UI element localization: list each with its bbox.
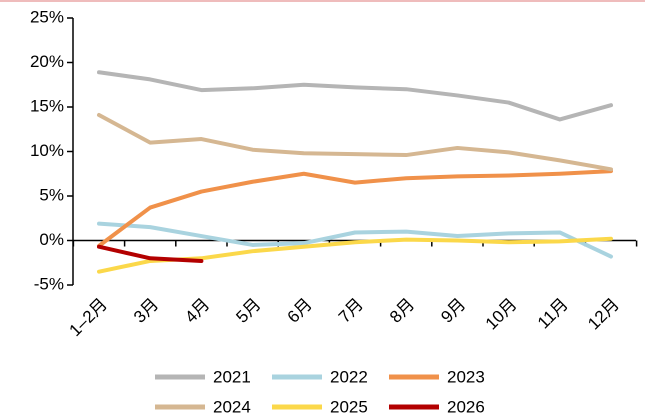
- series-line: [97, 244, 204, 263]
- y-tick-label: 10%: [30, 141, 64, 160]
- legend-label: 2021: [213, 367, 251, 386]
- x-tick-label: 11月: [534, 295, 572, 333]
- legend-label: 2022: [330, 367, 368, 386]
- x-tick-label: 6月: [284, 295, 316, 327]
- y-tick-label: 25%: [30, 7, 64, 26]
- y-tick-label: -5%: [34, 274, 64, 293]
- x-tick-label: 9月: [437, 295, 469, 327]
- series-line: [97, 70, 613, 122]
- y-tick-label: 20%: [30, 52, 64, 71]
- legend-label: 2024: [213, 397, 251, 416]
- x-tick-label: 5月: [232, 295, 264, 327]
- y-tick-label: 15%: [30, 96, 64, 115]
- series-line: [97, 113, 613, 172]
- y-tick-label: 5%: [39, 185, 64, 204]
- series-line: [97, 221, 613, 259]
- x-tick-label: 7月: [335, 295, 367, 327]
- y-tick-label: 0%: [39, 230, 64, 249]
- legend-label: 2026: [447, 397, 485, 416]
- x-tick-label: 10月: [482, 295, 521, 334]
- x-tick-label: 12月: [584, 295, 623, 334]
- legend-label: 2025: [330, 397, 368, 416]
- x-tick-label: 3月: [130, 295, 162, 327]
- x-tick-label: 4月: [181, 295, 213, 327]
- x-tick-label: 1–2月: [65, 295, 111, 341]
- legend-label: 2023: [447, 367, 485, 386]
- series-line: [97, 169, 613, 248]
- x-tick-label: 8月: [386, 295, 418, 327]
